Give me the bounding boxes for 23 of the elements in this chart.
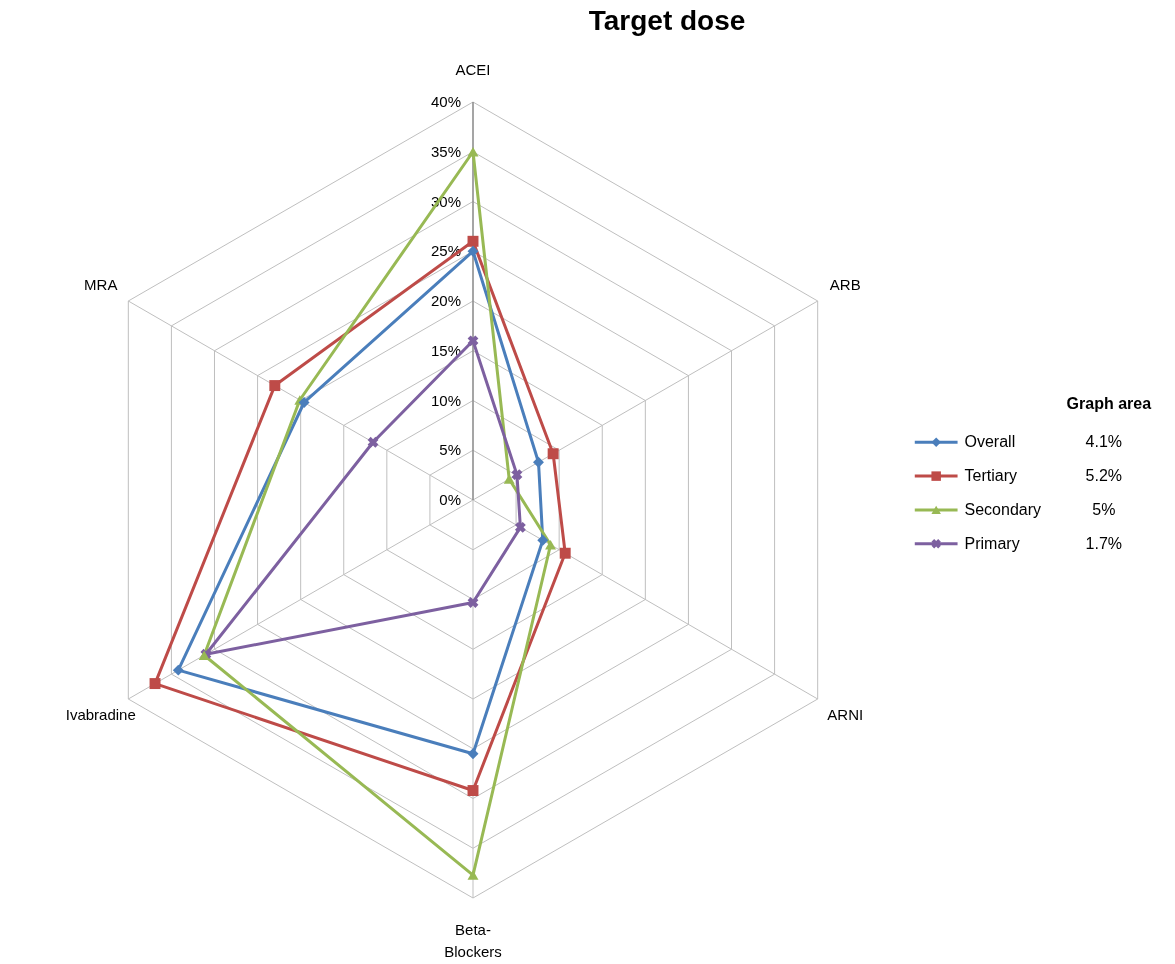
legend-label: Tertiary [964,467,1017,485]
spoke-label: Beta-Blockers [444,920,502,960]
spoke-label: ARB [829,276,861,294]
spoke-label: Ivabradine [65,705,136,723]
y-tick-label: 40% [431,93,462,110]
text: 5.2% [1085,467,1123,485]
text: 1.7% [1085,534,1123,552]
y-tick-label: 5% [439,441,462,459]
legend-label: Primary [964,534,1020,552]
chart-title: Target dose [588,5,746,37]
y-tick-label: 0% [439,491,462,508]
y-tick-label: 35% [431,142,462,160]
text: 5% [1092,500,1116,518]
text: 4.1% [1085,433,1123,451]
y-tick-label: 25% [431,242,462,260]
spoke-label: ARNI [827,705,864,723]
spoke-label: MRA [84,276,118,294]
y-tick-label: 10% [431,391,462,409]
legend-label: Overall [964,433,1016,451]
y-tick-label: 20% [431,292,462,309]
spoke-label: ACEI [455,61,491,79]
legend-title: Graph area [1066,395,1152,413]
legend-label: Secondary [964,500,1042,518]
